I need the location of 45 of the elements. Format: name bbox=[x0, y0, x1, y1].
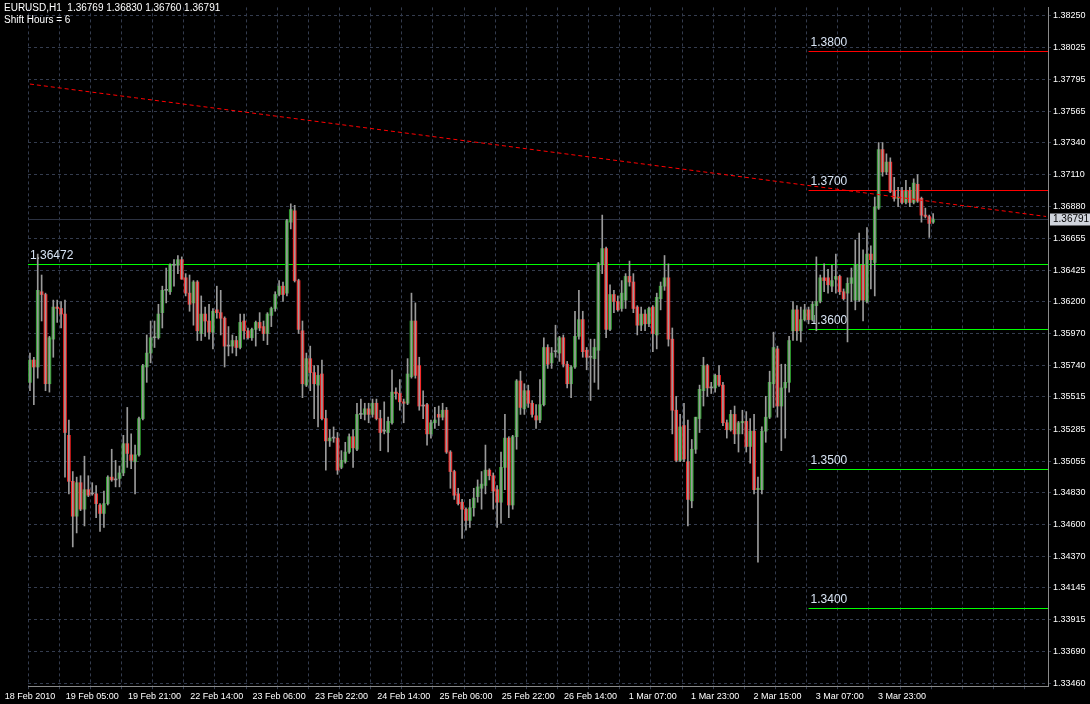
x-tick-label: 23 Feb 06:00 bbox=[252, 691, 306, 702]
y-tick-label: 1.36200 bbox=[1053, 295, 1086, 306]
ref-line-label: 1.3700 bbox=[810, 173, 848, 188]
ref-line-label: 1.36472 bbox=[30, 247, 74, 262]
y-tick-label: 1.37795 bbox=[1053, 73, 1086, 84]
y-tick-label: 1.38025 bbox=[1053, 41, 1086, 52]
ref-line-label: 1.3800 bbox=[810, 34, 848, 49]
y-tick-label: 1.34600 bbox=[1053, 519, 1086, 529]
y-tick-label: 1.35285 bbox=[1053, 423, 1086, 434]
y-tick-label: 1.35515 bbox=[1053, 391, 1086, 402]
y-tick-label: 1.33690 bbox=[1053, 645, 1086, 656]
y-tick-label: 1.37110 bbox=[1053, 169, 1085, 180]
x-tick-label: 24 Feb 14:00 bbox=[377, 691, 431, 702]
x-tick-label: 25 Feb 06:00 bbox=[439, 691, 493, 702]
y-tick-label: 1.37340 bbox=[1053, 137, 1086, 148]
x-tick-label: 3 Mar 07:00 bbox=[815, 691, 864, 702]
x-tick-label: 22 Feb 14:00 bbox=[190, 691, 244, 702]
y-tick-label: 1.34830 bbox=[1053, 486, 1086, 497]
y-tick-label: 1.35740 bbox=[1053, 360, 1086, 371]
x-tick-label: 2 Mar 15:00 bbox=[753, 691, 802, 702]
y-tick-label: 1.36880 bbox=[1053, 201, 1086, 212]
y-tick-label: 1.34370 bbox=[1053, 551, 1086, 562]
y-tick-label: 1.37565 bbox=[1053, 105, 1086, 116]
ref-line-label: 1.3500 bbox=[810, 452, 848, 467]
y-tick-label: 1.35970 bbox=[1053, 328, 1086, 339]
y-tick-label: 1.38250 bbox=[1053, 10, 1086, 21]
ref-line-label: 1.36791 bbox=[1053, 213, 1090, 225]
x-tick-label: 1 Mar 07:00 bbox=[628, 691, 677, 702]
x-tick-label: 26 Feb 14:00 bbox=[564, 691, 618, 702]
x-tick-label: 1 Mar 23:00 bbox=[691, 691, 740, 702]
x-tick-label: 18 Feb 2010 bbox=[4, 691, 56, 702]
y-tick-label: 1.33460 bbox=[1053, 677, 1086, 688]
x-tick-label: 23 Feb 22:00 bbox=[314, 691, 368, 702]
x-tick-label: 19 Feb 21:00 bbox=[128, 691, 182, 702]
y-tick-label: 1.34145 bbox=[1053, 582, 1086, 593]
chart-title: EURUSD,H1 1.36769 1.36830 1.36760 1.36791 bbox=[4, 2, 221, 14]
y-tick-label: 1.36655 bbox=[1053, 232, 1086, 243]
text: Shift Hours = 6 bbox=[4, 14, 72, 26]
x-tick-label: 3 Mar 23:00 bbox=[877, 691, 927, 702]
y-tick-label: 1.36425 bbox=[1053, 264, 1086, 275]
y-tick-label: 1.35055 bbox=[1053, 455, 1086, 466]
x-tick-label: 25 Feb 22:00 bbox=[501, 691, 555, 702]
x-tick-label: 19 Feb 05:00 bbox=[65, 691, 119, 702]
ref-line-label: 1.3400 bbox=[810, 591, 848, 606]
y-tick-label: 1.33915 bbox=[1053, 614, 1086, 625]
